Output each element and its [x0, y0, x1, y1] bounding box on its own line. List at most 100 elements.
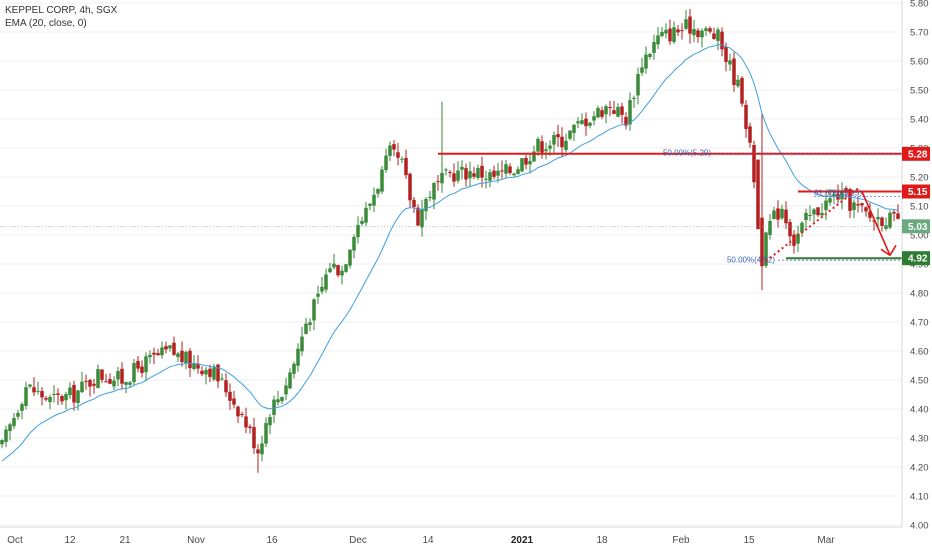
candle-body: [624, 116, 628, 126]
candle-body: [100, 369, 104, 380]
candle-body: [812, 209, 816, 215]
candle-body: [504, 164, 508, 174]
candle-body: [176, 353, 180, 357]
candle: [104, 373, 108, 383]
candle: [284, 377, 288, 401]
candle: [344, 263, 348, 273]
price-tick-label: 4.60: [910, 347, 929, 358]
candle: [260, 435, 264, 462]
candle-body: [808, 214, 812, 216]
candle: [448, 169, 452, 178]
candle-body: [620, 106, 624, 115]
candle: [540, 135, 544, 159]
candle: [512, 172, 516, 177]
candle: [116, 366, 120, 387]
candle-body: [516, 169, 520, 175]
candle-body: [864, 207, 868, 212]
candle-body: [304, 323, 308, 334]
candle-body: [716, 29, 720, 41]
candle: [184, 350, 188, 370]
candle-body: [644, 54, 648, 69]
candle-body: [404, 157, 408, 176]
candle: [452, 163, 456, 187]
candle-body: [860, 203, 864, 206]
price-tick-label: 5.00: [910, 231, 929, 242]
candle: [444, 167, 448, 176]
candle-body: [724, 46, 728, 62]
candle: [484, 170, 488, 189]
candle: [8, 423, 12, 441]
candle: [808, 205, 812, 221]
candle-body: [320, 286, 324, 292]
candle: [676, 24, 680, 37]
candle-body: [524, 157, 528, 165]
candle-body: [556, 134, 560, 138]
candle: [848, 187, 852, 219]
candle: [72, 380, 76, 411]
candle: [860, 202, 864, 213]
candle: [128, 380, 132, 388]
candle: [692, 19, 696, 43]
price-axis[interactable]: 5.805.705.605.505.405.305.205.105.004.90…: [901, 0, 929, 532]
candle: [52, 385, 56, 403]
candle: [660, 26, 664, 38]
candle-body: [312, 299, 316, 321]
candle: [544, 142, 548, 160]
candle-body: [840, 190, 844, 200]
candle: [800, 220, 804, 238]
candle-body: [484, 178, 488, 180]
candle-body: [580, 120, 584, 124]
candle: [400, 156, 404, 164]
candle-body: [116, 371, 120, 380]
candle-body: [800, 222, 804, 233]
candle-body: [776, 208, 780, 220]
candle-body: [668, 28, 672, 42]
candle: [408, 172, 412, 208]
candle-body: [892, 211, 896, 214]
time-axis[interactable]: Oct 12 21 Nov 16 Dec 14 2021 18 Feb 15 Mar: [0, 526, 902, 546]
candle: [384, 148, 388, 173]
candle: [292, 361, 296, 379]
candle: [664, 23, 668, 39]
candle: [416, 204, 420, 226]
candle-body: [260, 443, 264, 455]
candle-body: [656, 35, 660, 45]
candle: [264, 417, 268, 448]
candle-body: [468, 171, 472, 179]
candle-body: [688, 16, 692, 34]
time-tick-label: Mar: [817, 535, 835, 546]
candle-body: [104, 381, 108, 383]
candle: [456, 161, 460, 184]
candlesticks: [0, 9, 900, 473]
candle: [856, 196, 860, 213]
candle: [84, 374, 88, 390]
candle: [232, 390, 236, 409]
price-tag: 5.03: [902, 219, 930, 234]
candle-body: [264, 422, 268, 444]
candle: [480, 156, 484, 188]
candle-body: [872, 220, 876, 222]
candle-body: [420, 209, 424, 228]
candle-body: [416, 207, 420, 226]
candle-body: [736, 79, 740, 87]
candle: [716, 27, 720, 51]
candle-body: [500, 170, 504, 172]
candle-body: [156, 352, 160, 356]
candle: [340, 265, 344, 285]
candle: [404, 149, 408, 179]
candle-body: [828, 198, 832, 203]
candle: [108, 373, 112, 385]
candle-body: [876, 217, 880, 220]
price-tag-box: [902, 251, 930, 266]
candle: [576, 116, 580, 129]
candle: [504, 159, 508, 178]
candle: [744, 100, 748, 138]
candle: [516, 166, 520, 175]
candle: [804, 208, 808, 230]
candle: [352, 234, 356, 259]
candle-body: [16, 412, 20, 417]
candle: [704, 26, 708, 36]
candle-body: [548, 145, 552, 149]
candle: [132, 359, 136, 386]
